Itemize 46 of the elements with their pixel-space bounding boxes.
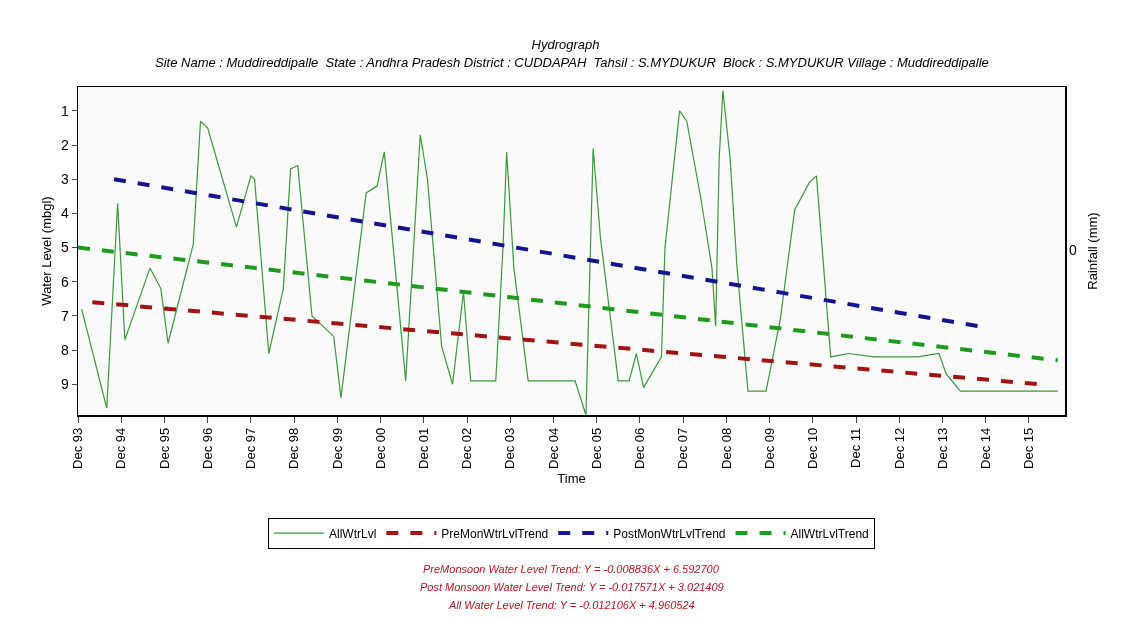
y2-axis-title: Rainfall (mm): [1084, 212, 1100, 290]
text: PreMonsoon Water Level Trend: Y = -0.008836X + 6.592700: [423, 563, 720, 575]
y-tick-label: 5: [60, 239, 69, 256]
chart-subtitle: Site Name : Muddireddipalle State : Andhra Pradesh District : CUDDAPAH Tahsil : S.MYDUKUR Block : S.MYDUKUR Village : Muddireddipalle: [155, 55, 989, 70]
y-axis-title: Water Level (mbgl): [39, 196, 55, 306]
x-tick-label: Dec 02: [459, 427, 475, 469]
y-tick-label: 8: [60, 341, 69, 358]
x-tick-label: Dec 96: [199, 427, 215, 469]
x-tick-label: Dec 93: [70, 427, 86, 469]
line-series: [81, 89, 1059, 415]
y-tick-label: 2: [60, 136, 69, 153]
x-tick-label: Dec 04: [545, 427, 561, 469]
x-tick-label: Dec 01: [416, 427, 432, 469]
legend-label: PostMonWtrLvlTrend: [613, 526, 726, 541]
y-tick-label: 6: [60, 273, 69, 290]
x-tick-label: Dec 95: [156, 427, 172, 469]
x-tick-label: Dec 12: [891, 427, 907, 469]
x-tick-label: Dec 07: [675, 427, 691, 469]
text: Post Monsoon Water Level Trend: Y = -0.017571X + 3.021409: [420, 581, 724, 593]
x-tick-label: Dec 14: [977, 427, 993, 469]
x-tick-label: Dec 13: [934, 427, 950, 469]
x-tick-label: Dec 97: [243, 427, 259, 469]
x-tick-label: Dec 08: [718, 427, 734, 469]
x-tick-label: Dec 98: [286, 427, 302, 469]
legend-label: AllWtrLvlTrend: [790, 526, 869, 541]
legend-label: AllWtrLvl: [329, 526, 377, 541]
x-tick-label: Dec 15: [1021, 427, 1037, 469]
y-tick-label: 9: [60, 376, 69, 393]
x-tick-label: Dec 99: [329, 427, 345, 469]
y-tick-label: 3: [60, 171, 69, 188]
x-tick-label: Dec 05: [588, 427, 604, 469]
x-tick-label: Dec 11: [848, 427, 864, 468]
text: All Water Level Trend: Y = -0.012106X + 4.960524: [448, 599, 695, 611]
x-tick-label: Dec 10: [805, 427, 821, 469]
legend-label: PreMonWtrLvlTrend: [441, 526, 549, 541]
y-tick-label: 4: [60, 205, 69, 222]
x-tick-label: Dec 03: [502, 427, 518, 469]
x-tick-label: Dec 06: [632, 427, 648, 469]
x-tick-label: Dec 94: [113, 427, 129, 469]
x-tick-label: Dec 00: [372, 427, 388, 469]
y-tick-label: 1: [60, 102, 69, 119]
text: 0: [1069, 242, 1077, 258]
x-tick-label: Dec 09: [761, 427, 777, 469]
chart-title: Hydrograph: [531, 36, 600, 52]
x-axis-title: Time: [557, 470, 586, 486]
y-tick-label: 7: [60, 307, 69, 324]
